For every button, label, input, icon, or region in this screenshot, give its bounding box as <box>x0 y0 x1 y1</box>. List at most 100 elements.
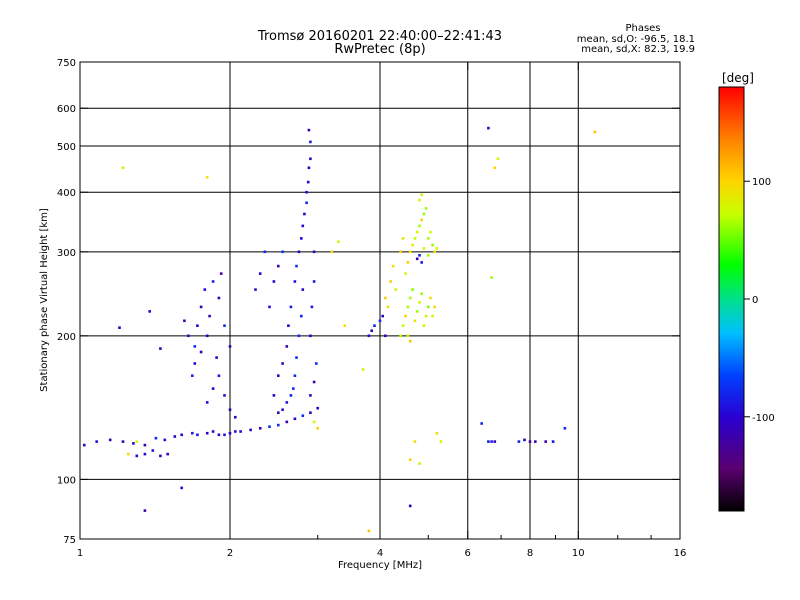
x-tick-label: 6 <box>465 548 471 559</box>
x-mode-point <box>427 305 430 309</box>
x-mode-point <box>337 240 340 243</box>
x-mode-point <box>431 243 434 247</box>
o-mode-point <box>217 374 221 377</box>
o-mode-point <box>301 414 305 417</box>
o-mode-point <box>268 425 271 428</box>
o-mode-point <box>289 305 293 309</box>
o-mode-point <box>249 428 252 432</box>
o-mode-point <box>151 449 155 452</box>
o-mode-point <box>191 431 194 435</box>
x-tick-label: 8 <box>527 548 533 559</box>
x-mode-point <box>435 247 439 250</box>
o-mode-point <box>143 452 147 456</box>
o-mode-point <box>307 166 311 170</box>
o-mode-point <box>211 387 215 390</box>
o-mode-point <box>309 394 312 397</box>
o-mode-point <box>293 374 297 377</box>
axis-ticks: 1 2 4 6 8 10 16 75 100 200 300 400 500 600 750 <box>57 58 686 559</box>
x-mode-point <box>413 237 417 240</box>
o-mode-point <box>272 394 276 397</box>
o-mode-point <box>143 509 147 512</box>
x-mode-point <box>406 261 410 264</box>
o-mode-point <box>132 442 135 445</box>
y-tick-label: 500 <box>57 142 76 153</box>
o-mode-point <box>166 452 169 456</box>
o-mode-point <box>563 427 567 430</box>
x-mode-point <box>424 314 428 318</box>
o-mode-point <box>277 411 280 414</box>
x-mode-point <box>422 212 426 216</box>
o-mode-point <box>305 190 308 194</box>
o-mode-point <box>205 431 209 435</box>
o-mode-point <box>281 408 284 411</box>
o-mode-point <box>228 345 232 348</box>
chart-subtitle: RwPretec (8p) <box>334 42 425 57</box>
o-mode-point <box>83 443 86 447</box>
o-mode-point <box>258 272 262 275</box>
o-mode-point <box>367 334 371 338</box>
o-mode-point <box>285 420 289 424</box>
o-mode-point <box>193 345 197 348</box>
x-mode-point <box>330 250 333 254</box>
o-mode-point <box>95 440 98 443</box>
o-mode-point <box>183 319 186 323</box>
x-mode-point <box>404 314 407 318</box>
o-mode-point <box>285 401 289 404</box>
o-mode-point <box>312 280 316 283</box>
o-mode-point <box>203 288 207 291</box>
o-mode-point <box>205 334 209 338</box>
o-mode-point <box>289 394 293 397</box>
x-mode-point <box>408 250 412 254</box>
o-mode-point <box>159 347 162 350</box>
x-mode-point <box>406 305 410 309</box>
x-mode-point <box>316 427 319 430</box>
o-mode-point <box>316 406 319 410</box>
colorbar: [deg] -100 0 100 <box>718 71 775 512</box>
x-mode-point <box>431 314 434 318</box>
x-tick-label: 2 <box>227 548 233 559</box>
o-mode-point <box>373 324 376 327</box>
o-mode-point <box>493 440 497 443</box>
o-mode-point <box>277 423 280 427</box>
o-mode-point <box>381 314 384 318</box>
o-mode-point <box>297 334 301 338</box>
x-mode-point <box>422 247 426 250</box>
o-mode-point <box>370 329 373 332</box>
x-mode-point <box>408 339 412 343</box>
o-mode-point <box>173 435 177 438</box>
x-mode-point <box>408 458 412 461</box>
y-tick-label: 750 <box>57 58 76 69</box>
o-mode-point <box>223 324 226 327</box>
o-mode-point <box>163 438 167 442</box>
y-tick-label: 100 <box>57 475 76 486</box>
x-mode-point <box>343 324 347 327</box>
o-mode-point <box>263 250 267 254</box>
o-mode-point <box>196 433 199 437</box>
x-tick-label: 1 <box>77 548 83 559</box>
o-mode-point <box>309 411 312 414</box>
o-mode-point <box>551 440 555 443</box>
o-mode-point <box>309 334 312 338</box>
o-mode-point <box>191 374 194 377</box>
o-mode-point <box>219 272 223 275</box>
x-mode-point <box>593 130 597 134</box>
x-mode-point <box>391 264 395 268</box>
o-mode-point <box>148 310 151 313</box>
o-mode-point <box>154 436 158 440</box>
y-axis-label: Stationary phase Virtual Height [km] <box>39 208 50 392</box>
o-mode-point <box>135 454 139 458</box>
x-mode-point <box>406 334 410 338</box>
o-mode-point <box>281 250 284 254</box>
o-mode-point <box>205 401 209 404</box>
x-mode-point <box>427 254 430 257</box>
o-mode-point <box>268 305 271 309</box>
phases-heading: Phases <box>625 23 660 34</box>
y-tick-label: 400 <box>57 188 76 199</box>
o-mode-point <box>305 201 308 205</box>
x-mode-point <box>386 305 390 309</box>
phases-x-mode-stats: mean, sd,X: 82.3, 19.9 <box>581 44 695 55</box>
o-mode-point <box>315 362 318 365</box>
o-mode-point <box>215 356 218 359</box>
o-mode-point <box>408 504 412 508</box>
